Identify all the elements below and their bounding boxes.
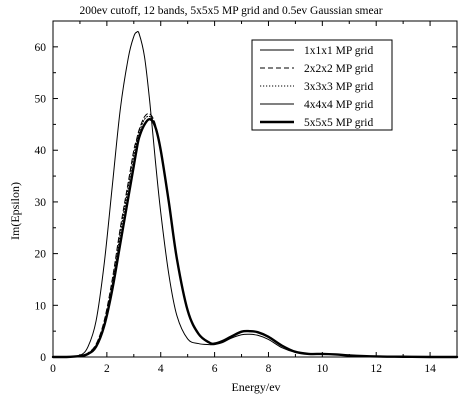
series-line-5	[51, 117, 459, 359]
y-tick-label: 20	[35, 249, 47, 261]
plot-area	[52, 20, 458, 358]
x-tick-label: 10	[317, 363, 329, 375]
x-tick-label: 2	[104, 363, 110, 375]
y-tick-label: 10	[35, 300, 47, 312]
legend-label-2: 2x2x2 MP grid	[304, 63, 373, 75]
y-tick-label: 0	[40, 352, 46, 364]
y-axis-label: Im(Epsilon)	[8, 182, 22, 240]
y-tick-label: 50	[35, 94, 47, 106]
legend-label-5: 5x5x5 MP grid	[304, 117, 373, 129]
legend: 1x1x1 MP grid 2x2x2 MP grid 3x3x3 MP grid 4…	[251, 39, 393, 131]
y-tick-label: 60	[35, 42, 47, 54]
x-tick-label: 6	[212, 363, 218, 375]
x-tick-label: 14	[424, 363, 436, 375]
legend-label-3: 3x3x3 MP grid	[304, 81, 373, 93]
x-tick-label: 12	[370, 363, 382, 375]
x-axis-label: Energy/ev	[231, 380, 280, 394]
series-line-4	[52, 118, 458, 358]
x-tick-label: 0	[50, 363, 56, 375]
series-line-2	[52, 113, 458, 358]
x-tick-label: 8	[266, 363, 272, 375]
series-lines	[51, 30, 459, 359]
y-axis: 0 10 20 30 40 50 60	[35, 42, 457, 364]
legend-label-1: 1x1x1 MP grid	[304, 45, 373, 57]
x-tick-label: 4	[158, 363, 164, 375]
chart-title: 200ev cutoff, 12 bands, 5x5x5 MP grid an…	[79, 5, 382, 17]
legend-label-4: 4x4x4 MP grid	[304, 99, 373, 111]
plot-frame	[52, 20, 458, 358]
y-tick-label: 30	[35, 197, 47, 209]
legend-box	[251, 39, 393, 131]
series-line-3	[52, 115, 458, 358]
y-tick-label: 40	[35, 145, 47, 157]
